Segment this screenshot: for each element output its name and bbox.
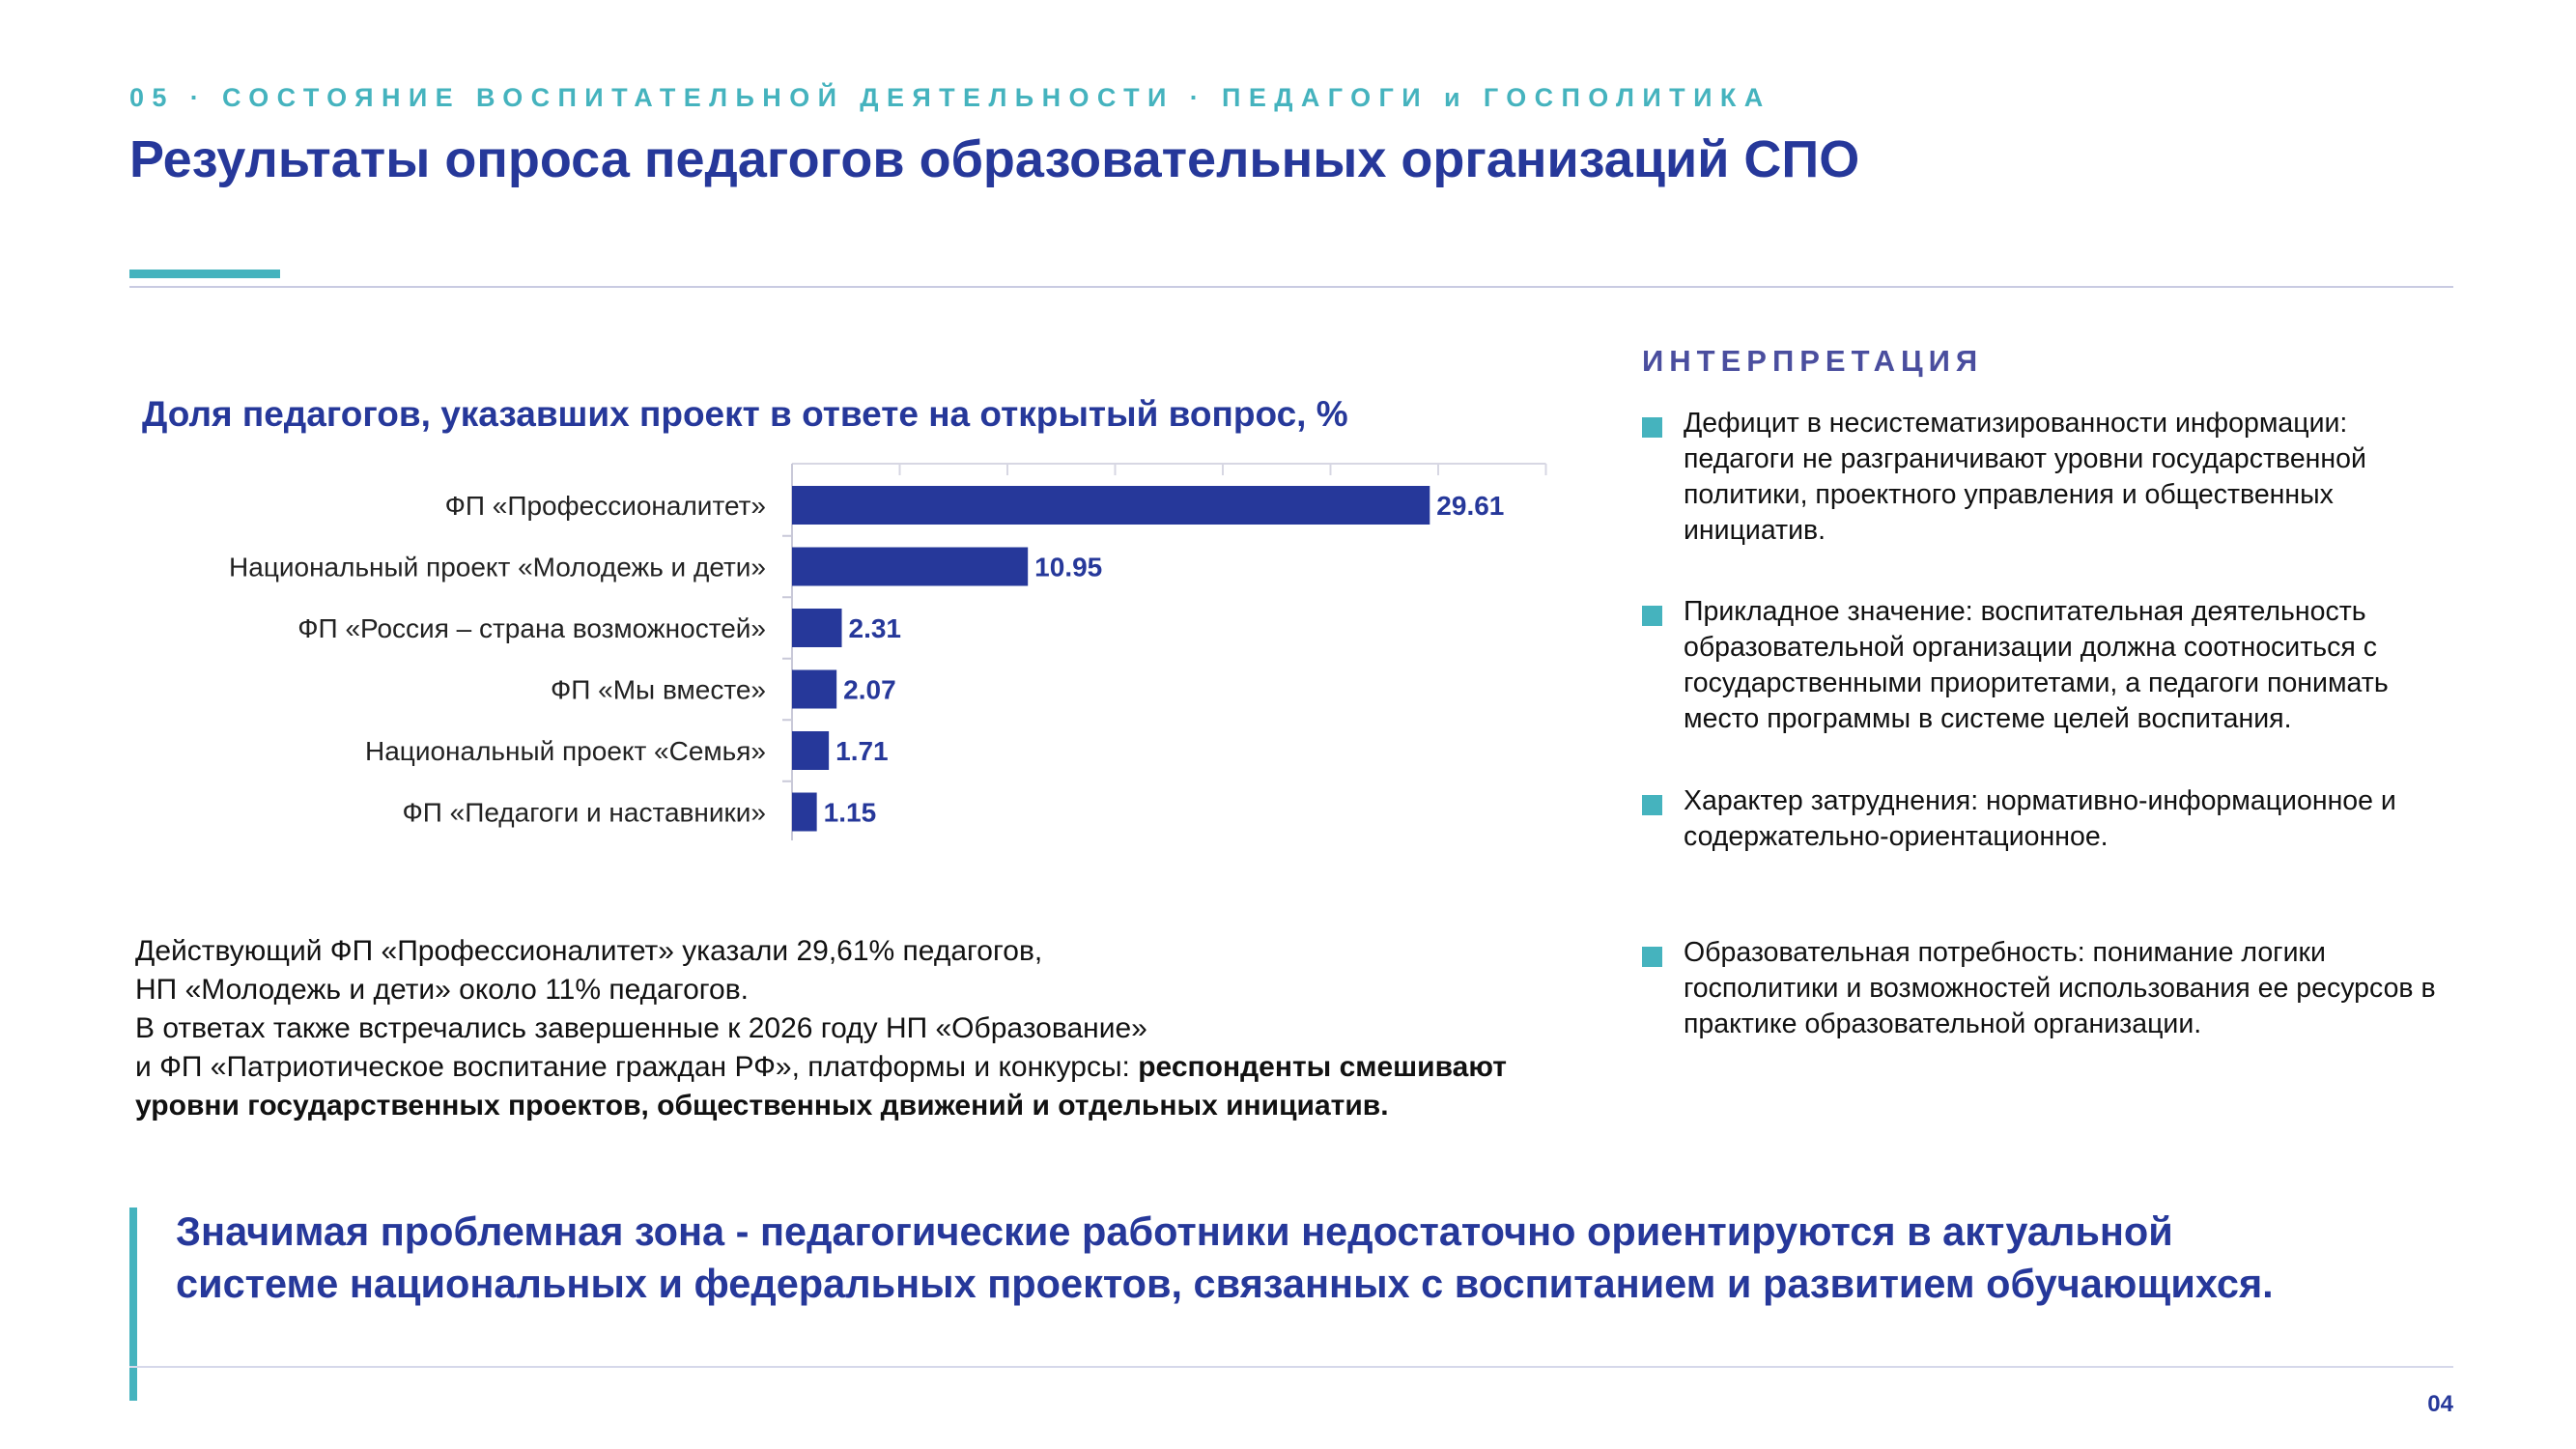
chart-title: Доля педагогов, указавших проект в ответ… — [142, 394, 1348, 434]
summary-emphasis: респонденты смешивают уровни государстве… — [135, 1051, 1507, 1122]
summary-line: Действующий ФП «Профессионалитет» указал… — [135, 935, 1043, 967]
summary-line: НП «Молодежь и дети» около 11% педагогов… — [135, 974, 750, 1006]
category-label: ФП «Профессионалитет» — [445, 491, 766, 521]
bar — [792, 669, 837, 709]
bar — [792, 731, 830, 770]
data-label: 2.31 — [849, 613, 902, 643]
summary-line-mixed: и ФП «Патриотическое воспитание граждан … — [135, 1048, 1565, 1125]
data-label: 10.95 — [1034, 553, 1102, 582]
interpretation-item: Дефицит в несистематизированности информ… — [1642, 406, 2458, 549]
interpretation-text: Прикладное значение: воспитательная деят… — [1684, 596, 2389, 734]
category-label: Национальный проект «Молодежь и дети» — [229, 553, 766, 582]
interpretation-item: Образовательная потребность: понимание л… — [1642, 935, 2458, 1042]
interpretation-text: Образовательная потребность: понимание л… — [1684, 937, 2436, 1039]
title-accent-bar — [129, 270, 280, 278]
category-label: ФП «Мы вместе» — [551, 675, 766, 705]
interpretation-heading: ИНТЕРПРЕТАЦИЯ — [1642, 344, 1984, 378]
page-number: 04 — [2427, 1391, 2453, 1417]
chart-summary: Действующий ФП «Профессионалитет» указал… — [135, 932, 1565, 1125]
category-label: Национальный проект «Семья» — [365, 736, 766, 766]
summary-line: и ФП «Патриотическое воспитание граждан … — [135, 1051, 1139, 1083]
bullet-square-icon — [1642, 606, 1662, 626]
data-label: 1.71 — [835, 736, 889, 766]
category-label: ФП «Педагоги и наставники» — [402, 798, 766, 828]
header-divider — [129, 286, 2453, 288]
bullet-square-icon — [1642, 947, 1662, 967]
bar — [792, 609, 842, 647]
category-label: ФП «Россия – страна возможностей» — [297, 613, 766, 643]
section-kicker: 05 · СОСТОЯНИЕ ВОСПИТАТЕЛЬНОЙ ДЕЯТЕЛЬНОС… — [129, 83, 1771, 112]
bullet-square-icon — [1642, 795, 1662, 815]
interpretation-text: Характер затруднения: нормативно-информа… — [1684, 785, 2396, 852]
interpretation-text: Дефицит в несистематизированности информ… — [1684, 408, 2366, 546]
data-label: 29.61 — [1436, 491, 1504, 521]
bar — [792, 486, 1430, 525]
data-label: 1.15 — [824, 798, 877, 828]
interpretation-item: Прикладное значение: воспитательная деят… — [1642, 594, 2458, 737]
bar — [792, 792, 817, 832]
key-problem-callout: Значимая проблемная зона - педагогически… — [176, 1208, 2274, 1306]
page-title: Результаты опроса педагогов образователь… — [129, 130, 1860, 188]
data-label: 2.07 — [843, 675, 896, 705]
summary-line: В ответах также встречались завершенные … — [135, 1012, 1147, 1044]
callout-accent-bar — [129, 1208, 137, 1401]
bar — [792, 547, 1029, 586]
footer-divider — [129, 1366, 2453, 1368]
bullet-square-icon — [1642, 417, 1662, 438]
interpretation-item: Характер затруднения: нормативно-информа… — [1642, 783, 2458, 855]
